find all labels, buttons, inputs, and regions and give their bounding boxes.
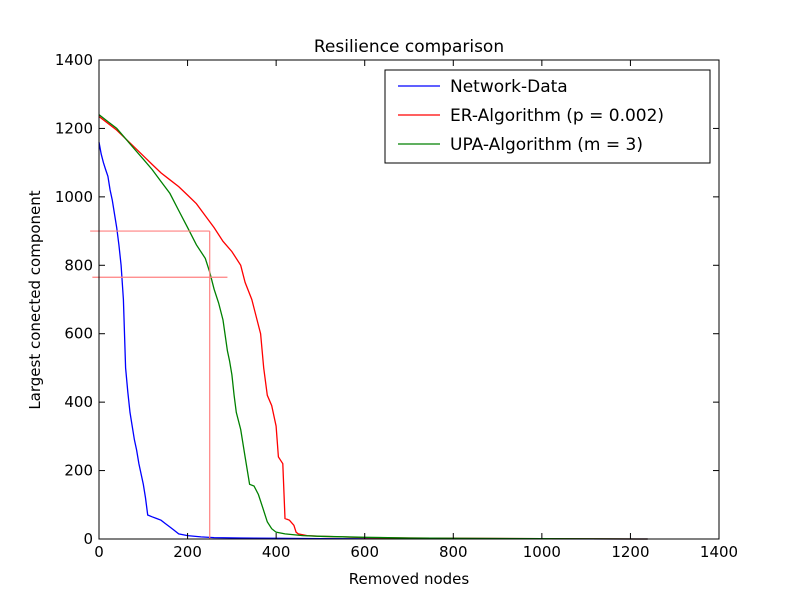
x-tick-label: 600 <box>350 543 379 561</box>
x-tick-label: 800 <box>439 543 468 561</box>
y-axis-label: Largest conected component <box>26 190 44 409</box>
legend-label-0: Network-Data <box>450 77 568 97</box>
legend: Network-Data ER-Algorithm (p = 0.002) UPA-… <box>384 69 711 164</box>
plot-frame <box>98 59 720 540</box>
y-tick-label: 800 <box>64 256 93 274</box>
plot-area <box>90 114 648 540</box>
x-tick-label: 1000 <box>523 543 561 561</box>
legend-label-2: UPA-Algorithm (m = 3) <box>450 135 643 155</box>
y-tick-label: 600 <box>64 325 93 343</box>
chart-title: Resilience comparison <box>314 37 504 57</box>
series-line-1 <box>98 115 648 540</box>
x-tick-label: 0 <box>94 543 104 561</box>
y-tick-label: 200 <box>64 462 93 480</box>
x-tick-label: 400 <box>262 543 291 561</box>
y-tick-label: 0 <box>83 530 93 548</box>
x-axis-label: Removed nodes <box>349 570 470 588</box>
x-tick-label: 1200 <box>611 543 649 561</box>
legend-label-1: ER-Algorithm (p = 0.002) <box>450 106 664 126</box>
x-tick-label: 1400 <box>700 543 738 561</box>
series-line-2 <box>98 114 648 540</box>
y-tick-label: 1000 <box>55 188 93 206</box>
y-tick-label: 1200 <box>55 119 93 137</box>
y-tick-label: 400 <box>64 393 93 411</box>
series-line-0 <box>98 141 648 540</box>
x-tick-label: 200 <box>173 543 202 561</box>
axis-ticks: 0 200 400 600 800 1000 1200 1400 0 200 400 600 800 10… <box>55 51 738 561</box>
y-tick-label: 1400 <box>55 51 93 69</box>
